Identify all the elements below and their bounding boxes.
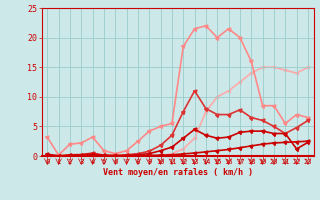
X-axis label: Vent moyen/en rafales ( km/h ): Vent moyen/en rafales ( km/h ) [103, 168, 252, 177]
